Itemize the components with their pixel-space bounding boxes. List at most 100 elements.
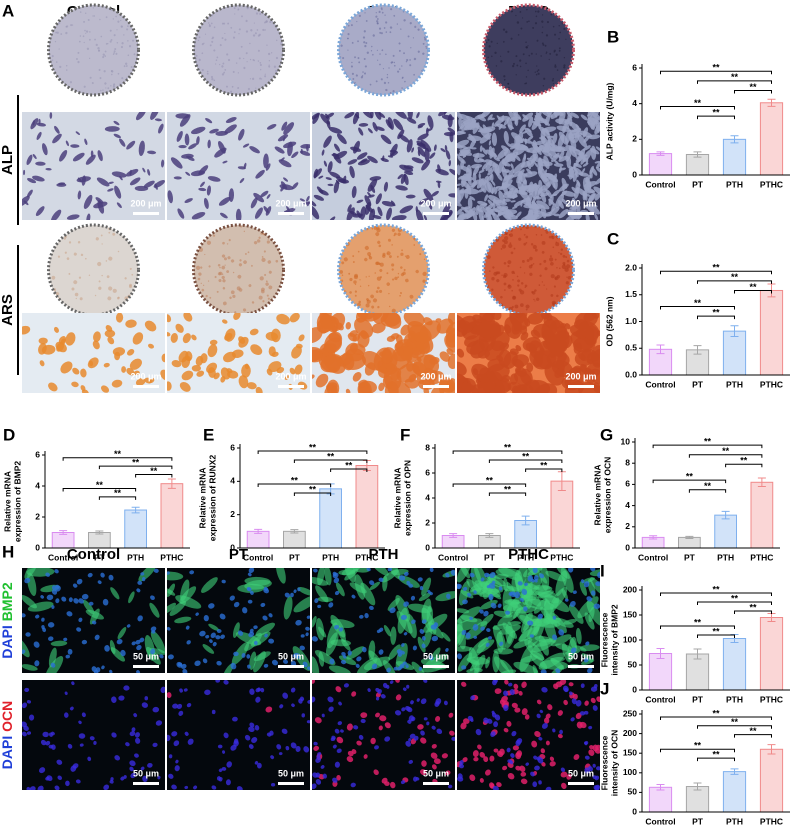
x-tick-label: PTH bbox=[726, 694, 743, 704]
texture-spot bbox=[561, 8, 564, 11]
y-tick-label: 0 bbox=[625, 542, 630, 552]
bar bbox=[760, 618, 782, 691]
texture-spot bbox=[488, 594, 493, 600]
scale-bar-label: 200 μm bbox=[420, 371, 451, 381]
scale-bar-label: 50 μm bbox=[133, 768, 159, 778]
y-tick-label: 0 bbox=[632, 169, 637, 179]
texture-spot bbox=[348, 225, 351, 228]
bar bbox=[760, 749, 782, 812]
micrograph bbox=[302, 302, 468, 404]
scale-bar-label: 200 μm bbox=[565, 371, 596, 381]
scale-bar-label: 50 μm bbox=[568, 651, 594, 661]
scale-bar-label: 50 μm bbox=[133, 651, 159, 661]
x-tick-label: PTH bbox=[517, 552, 534, 562]
texture-spot bbox=[112, 224, 116, 228]
significance-label: ** bbox=[522, 451, 530, 461]
bar bbox=[715, 515, 737, 548]
significance-label: ** bbox=[749, 82, 757, 92]
texture-spot bbox=[227, 243, 228, 244]
texture-spot bbox=[39, 338, 48, 345]
texture-spot bbox=[572, 253, 573, 254]
y-tick-label: 10 bbox=[621, 436, 631, 446]
x-tick-label: PT bbox=[692, 379, 704, 389]
y-axis-label: intensity of BMP2 bbox=[609, 604, 619, 676]
texture-spot bbox=[196, 79, 199, 82]
texture-spot bbox=[198, 304, 200, 306]
row-label: DAPI OCN bbox=[0, 701, 15, 769]
y-axis-label: Fluorescence bbox=[599, 735, 609, 790]
fluorescence-image bbox=[451, 557, 610, 681]
significance-label: ** bbox=[486, 475, 494, 485]
significance-label: ** bbox=[712, 708, 720, 718]
texture-spot bbox=[492, 223, 497, 228]
texture-spot bbox=[421, 89, 423, 91]
texture-spot bbox=[192, 90, 195, 93]
texture-spot bbox=[425, 12, 427, 14]
texture-spot bbox=[374, 272, 376, 274]
texture-spot bbox=[338, 19, 340, 21]
texture-spot bbox=[272, 15, 274, 17]
texture-spot bbox=[487, 301, 489, 303]
texture-spot bbox=[59, 9, 61, 11]
texture-spot bbox=[270, 227, 274, 231]
y-tick-label: 0 bbox=[632, 684, 637, 694]
texture-spot bbox=[269, 308, 273, 312]
scale-bar-label: 200 μm bbox=[130, 198, 161, 208]
scale-bar bbox=[568, 385, 594, 388]
marker-label: OCN bbox=[0, 701, 15, 732]
texture-spot bbox=[567, 82, 570, 85]
texture-spot bbox=[423, 239, 427, 243]
texture-spot bbox=[280, 80, 283, 83]
texture-spot bbox=[239, 57, 241, 59]
texture-spot bbox=[127, 84, 130, 87]
bar bbox=[649, 787, 671, 812]
panel-letter: D bbox=[3, 425, 15, 444]
texture-spot bbox=[352, 308, 354, 310]
texture-spot bbox=[490, 232, 493, 235]
scale-bar-label: 50 μm bbox=[278, 768, 304, 778]
texture-spot bbox=[201, 306, 203, 308]
texture-spot bbox=[144, 696, 148, 700]
x-tick-label: Control bbox=[645, 694, 675, 704]
x-tick-label: PTH bbox=[726, 816, 743, 826]
texture-spot bbox=[421, 227, 423, 229]
texture-spot bbox=[500, 9, 502, 11]
texture-spot bbox=[194, 24, 195, 25]
texture-spot bbox=[552, 4, 555, 7]
significance-label: ** bbox=[114, 488, 122, 498]
y-tick-label: 4 bbox=[425, 492, 430, 502]
y-tick-label: 6 bbox=[425, 467, 430, 477]
texture-spot bbox=[488, 80, 491, 83]
texture-spot bbox=[427, 295, 429, 297]
texture-spot bbox=[482, 243, 486, 247]
texture-spot bbox=[346, 5, 348, 7]
texture-spot bbox=[571, 88, 573, 90]
texture-spot bbox=[569, 305, 572, 308]
significance-label: ** bbox=[712, 308, 720, 318]
texture-spot bbox=[218, 745, 223, 749]
texture-spot bbox=[501, 91, 503, 93]
scale-bar bbox=[568, 212, 594, 215]
texture-spot bbox=[348, 305, 353, 310]
texture-spot bbox=[55, 299, 57, 301]
bar bbox=[760, 290, 782, 375]
texture-spot bbox=[570, 243, 575, 248]
significance-label: ** bbox=[712, 63, 720, 73]
x-tick-label: PTH bbox=[726, 179, 743, 189]
x-tick-label: PT bbox=[94, 552, 106, 562]
significance-label: ** bbox=[150, 466, 158, 476]
row-bracket bbox=[17, 95, 19, 225]
texture-spot bbox=[211, 225, 216, 230]
texture-spot bbox=[279, 85, 281, 87]
x-tick-label: PT bbox=[684, 552, 696, 562]
texture-spot bbox=[209, 309, 213, 313]
texture-spot bbox=[557, 91, 559, 93]
scale-bar bbox=[133, 385, 159, 388]
y-tick-label: 2 bbox=[35, 511, 40, 521]
texture-spot bbox=[426, 233, 429, 236]
significance-label: ** bbox=[686, 472, 694, 482]
texture-spot bbox=[278, 8, 280, 10]
y-axis-label: ALP activity (U/mg) bbox=[604, 82, 614, 160]
texture-spot bbox=[129, 9, 131, 11]
x-tick-label: PTH bbox=[717, 552, 734, 562]
